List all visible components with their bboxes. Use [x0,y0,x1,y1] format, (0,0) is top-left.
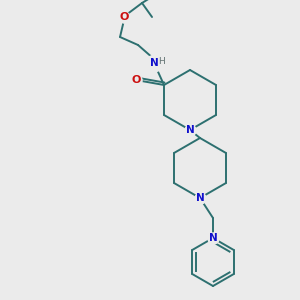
Text: N: N [208,233,217,243]
Text: O: O [119,12,129,22]
Text: N: N [186,125,194,135]
Text: N: N [196,193,204,203]
Text: O: O [131,75,141,85]
Text: N: N [150,58,158,68]
Text: H: H [158,58,164,67]
